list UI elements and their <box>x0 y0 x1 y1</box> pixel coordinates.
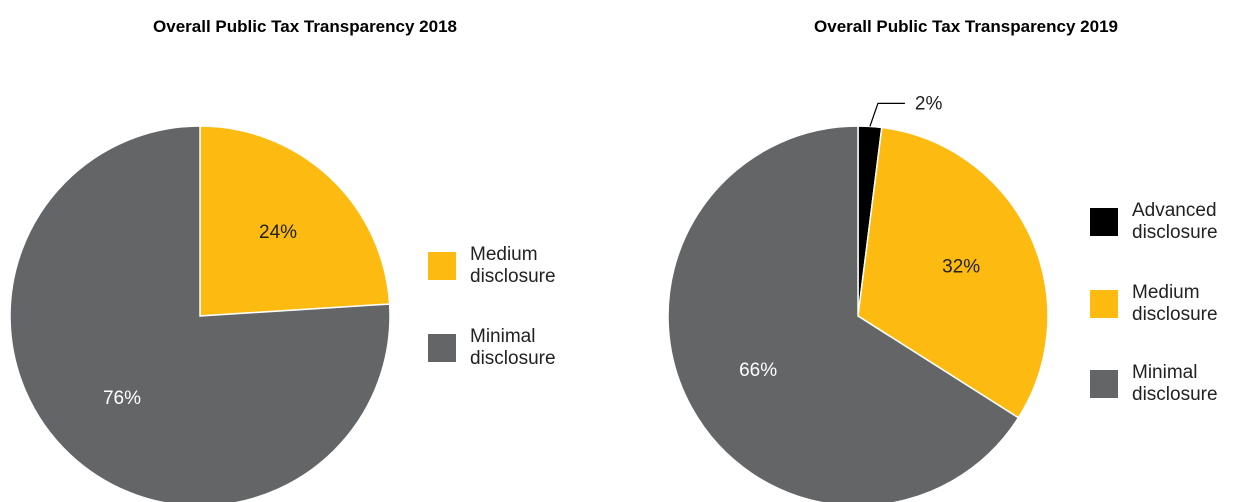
legend-label: Minimal disclosure <box>1132 362 1218 405</box>
pie-slice <box>857 126 1049 419</box>
legend-swatch <box>428 252 456 280</box>
legend-swatch <box>1090 208 1118 236</box>
pie-slice <box>667 125 1020 502</box>
chart-title: Overall Public Tax Transparency 2018 <box>153 17 457 36</box>
legend-swatch <box>1090 370 1118 398</box>
slice-label: 66% <box>739 360 777 381</box>
legend-swatch <box>1090 290 1118 318</box>
legend-label: Medium disclosure <box>1132 282 1218 325</box>
legend-label: Minimal disclosure <box>470 326 556 369</box>
pie-slice <box>199 125 391 317</box>
legend-label: Advanced disclosure <box>1132 200 1218 243</box>
pie-slice <box>9 125 391 502</box>
legend-label: Medium disclosure <box>470 244 556 287</box>
leader-line <box>869 102 905 127</box>
slice-label: 32% <box>942 256 980 277</box>
legend-swatch <box>428 334 456 362</box>
slice-label: 2% <box>915 93 943 114</box>
slice-label: 24% <box>259 222 297 243</box>
slice-label: 76% <box>103 388 141 409</box>
chart-title: Overall Public Tax Transparency 2019 <box>814 17 1118 36</box>
